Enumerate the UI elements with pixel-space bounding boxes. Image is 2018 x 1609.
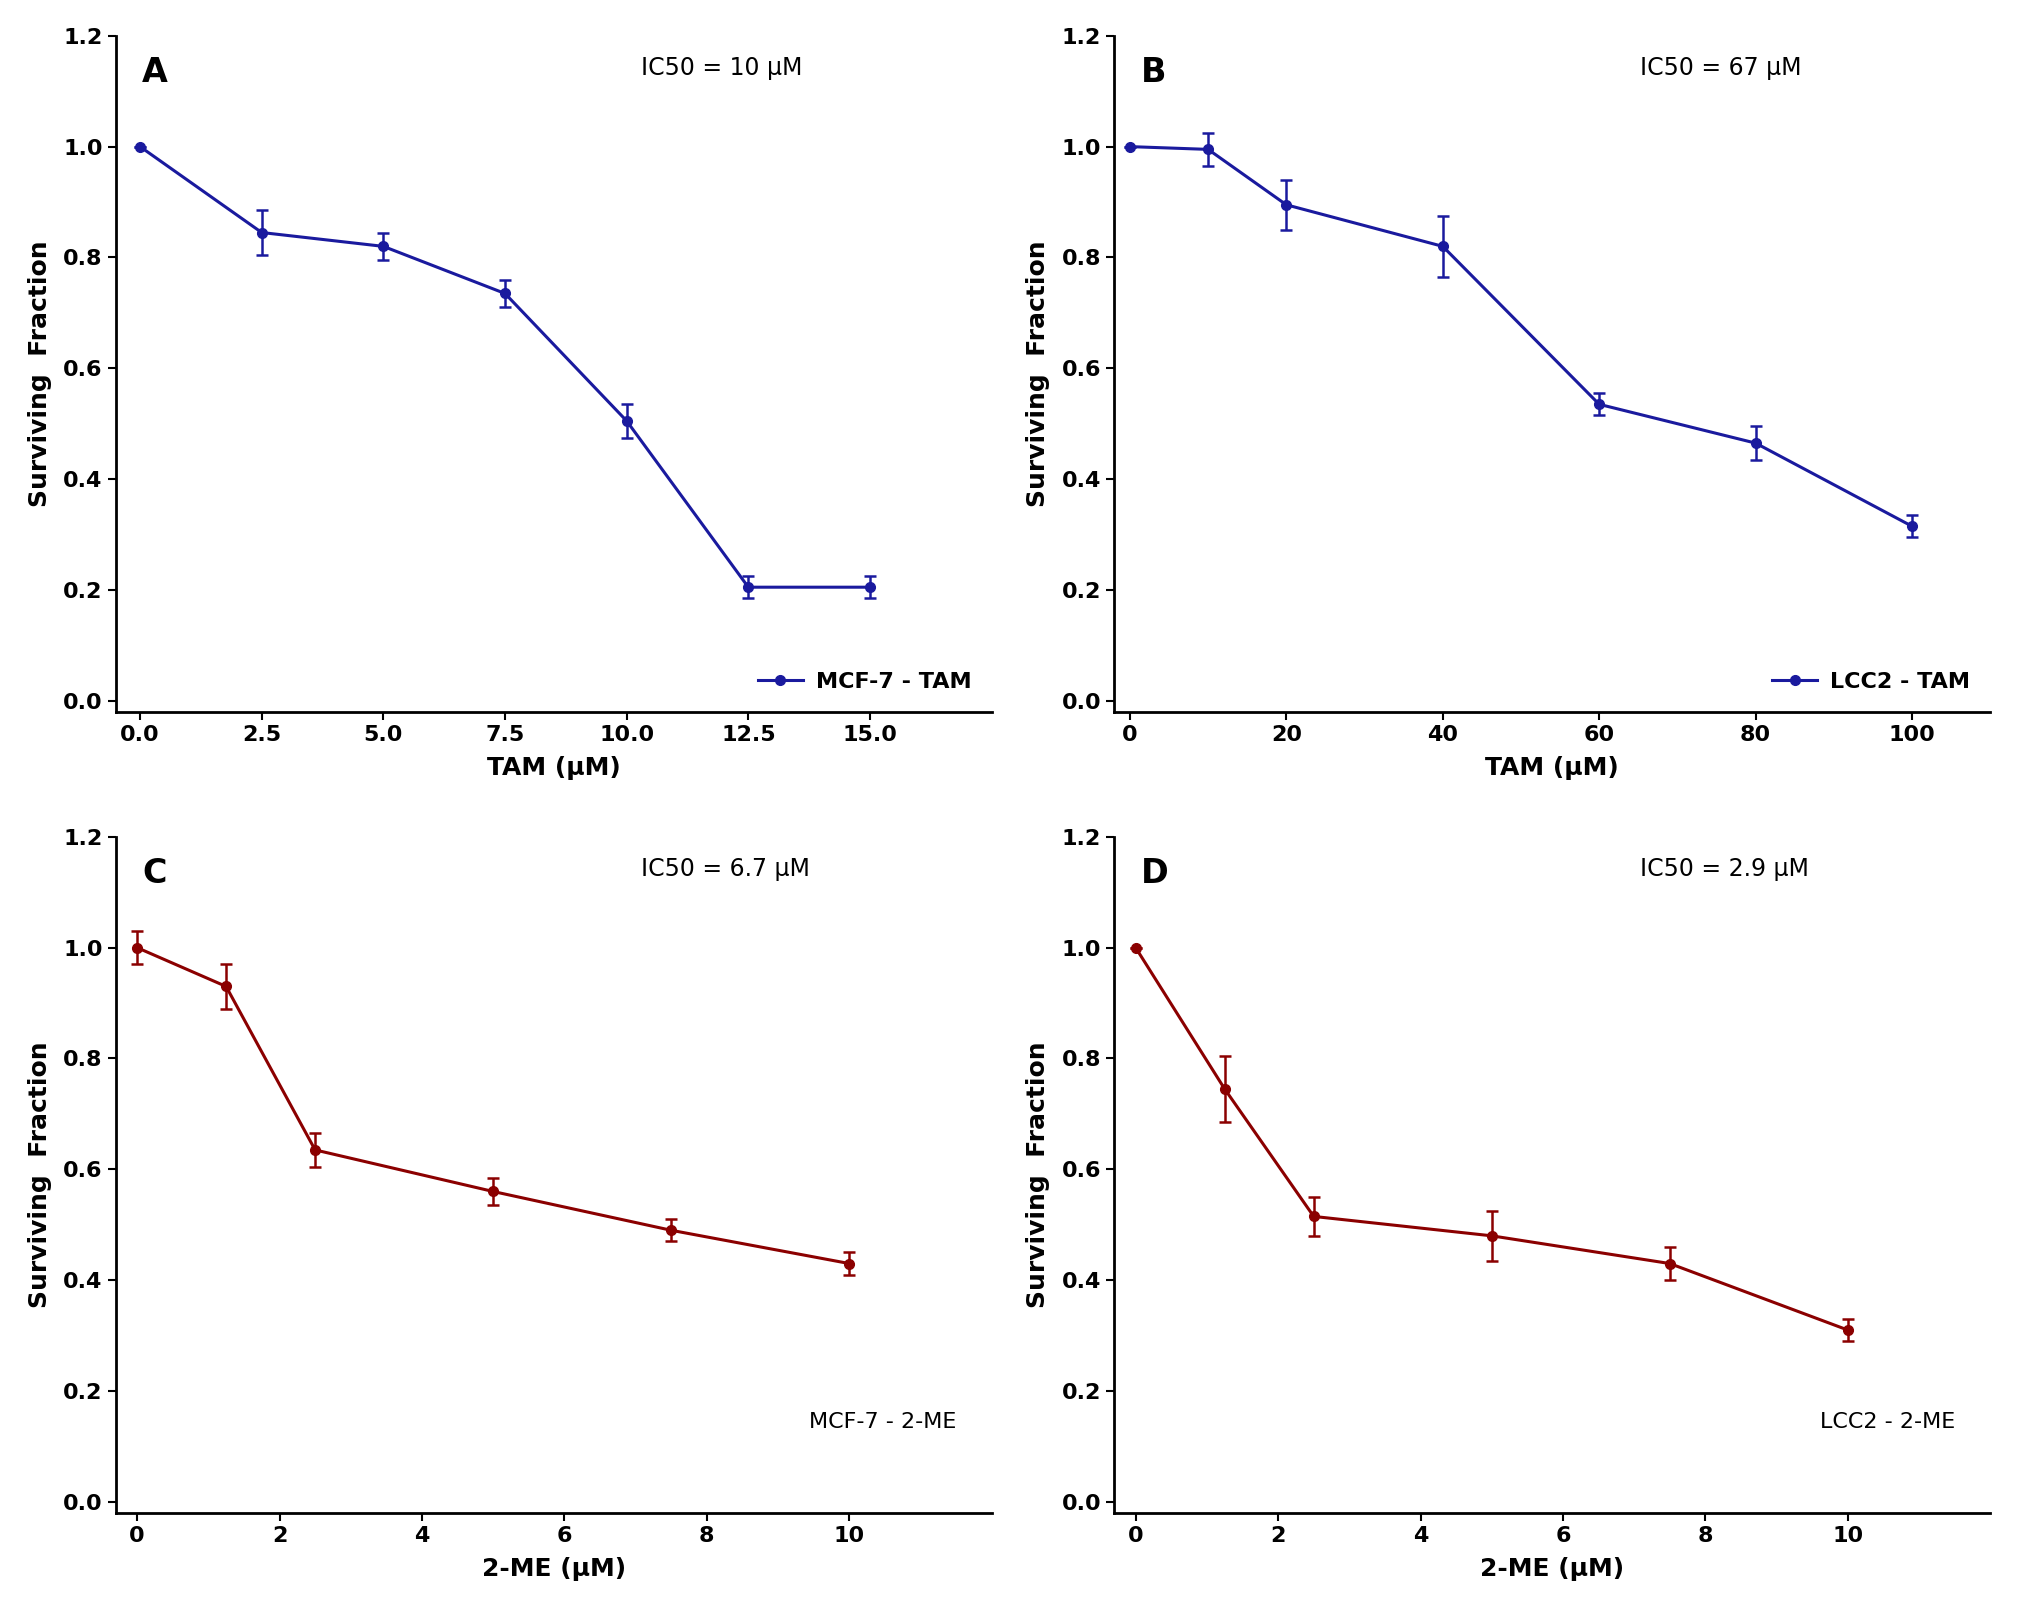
Text: LCC2 - 2-ME: LCC2 - 2-ME [1820,1411,1955,1432]
Text: B: B [1140,56,1166,88]
X-axis label: 2-ME (μM): 2-ME (μM) [482,1558,626,1582]
X-axis label: TAM (μM): TAM (μM) [1485,756,1618,780]
Text: IC50 = 6.7 μM: IC50 = 6.7 μM [642,858,809,882]
Text: D: D [1140,858,1168,890]
Text: IC50 = 10 μM: IC50 = 10 μM [642,56,803,80]
Y-axis label: Surviving  Fraction: Surviving Fraction [1027,1041,1049,1308]
Text: A: A [141,56,167,88]
Text: IC50 = 2.9 μM: IC50 = 2.9 μM [1641,858,1808,882]
Y-axis label: Surviving  Fraction: Surviving Fraction [28,240,52,507]
Text: IC50 = 67 μM: IC50 = 67 μM [1641,56,1802,80]
Legend: LCC2 - TAM: LCC2 - TAM [1764,663,1980,702]
Text: MCF-7 - 2-ME: MCF-7 - 2-ME [809,1411,957,1432]
Y-axis label: Surviving  Fraction: Surviving Fraction [28,1041,52,1308]
Legend: MCF-7 - TAM: MCF-7 - TAM [749,663,981,702]
Text: C: C [141,858,167,890]
X-axis label: 2-ME (μM): 2-ME (μM) [1479,1558,1624,1582]
Y-axis label: Surviving  Fraction: Surviving Fraction [1027,240,1049,507]
X-axis label: TAM (μM): TAM (μM) [486,756,622,780]
